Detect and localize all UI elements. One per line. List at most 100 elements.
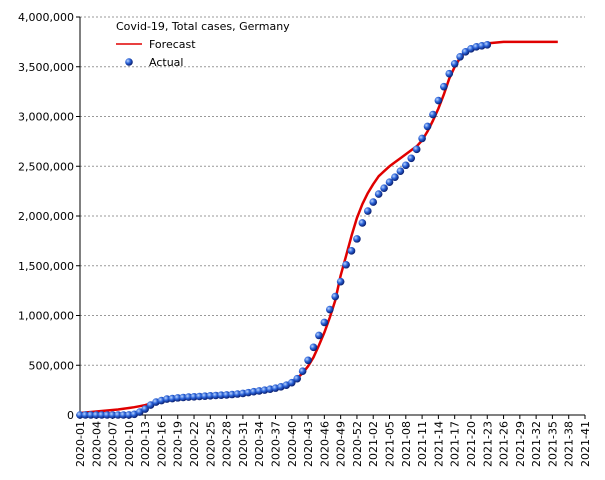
x-tick-label: 2020-31 (237, 421, 250, 467)
x-tick-label: 2020-13 (139, 421, 152, 467)
actual-point (347, 247, 356, 255)
x-tick-label: 2020-04 (90, 421, 103, 467)
actual-point (445, 69, 454, 78)
actual-point (423, 122, 432, 131)
actual-point (222, 391, 231, 399)
y-tick-label: 1,500,000 (18, 260, 74, 273)
actual-point (201, 392, 209, 400)
x-tick-label: 2021-20 (465, 421, 478, 467)
x-tick-label: 2021-32 (530, 421, 543, 467)
actual-point (217, 391, 225, 399)
y-tick-label: 4,000,000 (18, 11, 74, 24)
actual-point (358, 219, 367, 227)
actual-point (391, 173, 399, 181)
x-tick-label: 2021-41 (579, 421, 592, 467)
actual-point (173, 394, 182, 402)
actual-point (309, 343, 318, 352)
x-tick-label: 2020-25 (204, 421, 217, 467)
y-tick-label: 2,500,000 (18, 160, 74, 173)
x-tick-label: 2021-38 (563, 421, 576, 467)
x-tick-label: 2021-05 (384, 421, 397, 467)
actual-point (184, 393, 193, 401)
x-tick-label: 2021-11 (416, 421, 429, 467)
x-tick-label: 2020-01 (74, 421, 87, 467)
actual-point (325, 305, 334, 314)
x-tick-label: 2020-10 (123, 421, 136, 467)
x-tick-label: 2021-35 (546, 421, 559, 467)
x-tick-label: 2020-46 (318, 421, 331, 467)
x-tick-label: 2021-08 (400, 421, 413, 467)
actual-point (353, 235, 361, 243)
actual-point (380, 184, 388, 192)
legend-label: Forecast (149, 38, 196, 51)
actual-point (304, 356, 312, 365)
actual-point (331, 292, 340, 301)
actual-point (456, 53, 464, 61)
actual-point (103, 411, 111, 419)
actual-point (190, 392, 198, 401)
actual-point (195, 392, 204, 401)
legend-label: Actual (149, 56, 183, 69)
y-tick-label: 500,000 (29, 359, 75, 372)
x-tick-label: 2020-19 (172, 421, 185, 467)
x-tick-label: 2020-40 (286, 421, 299, 467)
x-tick-label: 2020-22 (188, 421, 201, 467)
y-tick-label: 0 (67, 409, 74, 422)
actual-point (81, 411, 90, 419)
actual-point (396, 167, 405, 176)
actual-point (418, 134, 426, 143)
x-tick-label: 2021-02 (367, 421, 380, 467)
actual-point (87, 411, 95, 419)
x-tick-label: 2021-14 (432, 421, 445, 467)
actual-point (287, 378, 296, 387)
actual-point (179, 393, 187, 402)
x-tick-label: 2020-07 (107, 421, 120, 467)
actual-point (434, 96, 443, 105)
actual-point (114, 411, 122, 419)
actual-point (97, 411, 106, 419)
actual-point (76, 411, 84, 419)
actual-point (211, 391, 220, 400)
x-tick-label: 2020-49 (335, 421, 348, 467)
actual-point (440, 82, 448, 91)
actual-point (298, 367, 307, 376)
actual-point (374, 190, 383, 198)
actual-point (119, 411, 128, 419)
legend-dot (125, 58, 133, 66)
actual-point (483, 41, 492, 49)
actual-point (450, 59, 459, 68)
actual-point (320, 318, 329, 327)
actual-point (206, 391, 215, 400)
chart-title: Covid-19, Total cases, Germany (116, 20, 290, 33)
actual-point (108, 411, 117, 419)
x-tick-label: 2020-43 (302, 421, 315, 467)
forecast-line (79, 40, 558, 415)
x-tick-label: 2021-29 (514, 421, 527, 467)
actual-point (293, 374, 302, 383)
x-tick-label: 2021-17 (449, 421, 462, 467)
x-tick-label: 2020-37 (269, 421, 282, 467)
actual-point (336, 277, 345, 286)
actual-point (141, 405, 149, 413)
x-tick-label: 2021-23 (481, 421, 494, 467)
actual-point (363, 207, 372, 215)
actual-point (369, 198, 378, 206)
x-tick-label: 2020-34 (253, 421, 266, 467)
actual-point (402, 161, 410, 170)
y-tick-label: 1,000,000 (18, 310, 74, 323)
actual-point (407, 154, 416, 163)
actual-point (429, 110, 437, 119)
y-tick-label: 3,000,000 (18, 111, 74, 124)
actual-point (342, 260, 350, 269)
y-tick-label: 3,500,000 (18, 61, 74, 74)
actual-point (412, 145, 421, 154)
x-tick-label: 2020-16 (155, 421, 168, 467)
x-tick-label: 2021-26 (498, 421, 511, 467)
actual-point (385, 178, 394, 186)
actual-point (315, 331, 323, 340)
x-tick-label: 2020-28 (221, 421, 234, 467)
actual-point (92, 411, 101, 419)
y-tick-label: 2,000,000 (18, 210, 74, 223)
